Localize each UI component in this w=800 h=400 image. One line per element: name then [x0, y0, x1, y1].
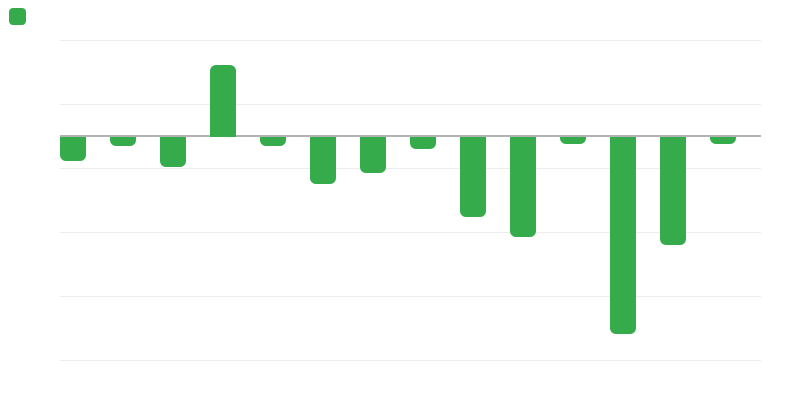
bar-12[interactable] — [610, 137, 636, 334]
gridline — [60, 104, 761, 105]
zero-axis-line — [60, 135, 761, 137]
bar-14[interactable] — [710, 137, 736, 144]
bar-5[interactable] — [260, 137, 286, 146]
bar-4[interactable] — [210, 65, 236, 137]
bar-3[interactable] — [160, 137, 186, 167]
bar-2[interactable] — [110, 137, 136, 146]
series-color-swatch[interactable] — [9, 8, 26, 25]
gridline — [60, 232, 761, 233]
bar-9[interactable] — [460, 137, 486, 217]
gridline — [60, 40, 761, 41]
bar-7[interactable] — [360, 137, 386, 173]
bar-13[interactable] — [660, 137, 686, 245]
gridline — [60, 296, 761, 297]
bar-8[interactable] — [410, 137, 436, 149]
gridline — [60, 360, 761, 361]
gridline — [60, 168, 761, 169]
bar-11[interactable] — [560, 137, 586, 144]
bar-1[interactable] — [60, 137, 86, 161]
bar-6[interactable] — [310, 137, 336, 184]
bar-10[interactable] — [510, 137, 536, 237]
